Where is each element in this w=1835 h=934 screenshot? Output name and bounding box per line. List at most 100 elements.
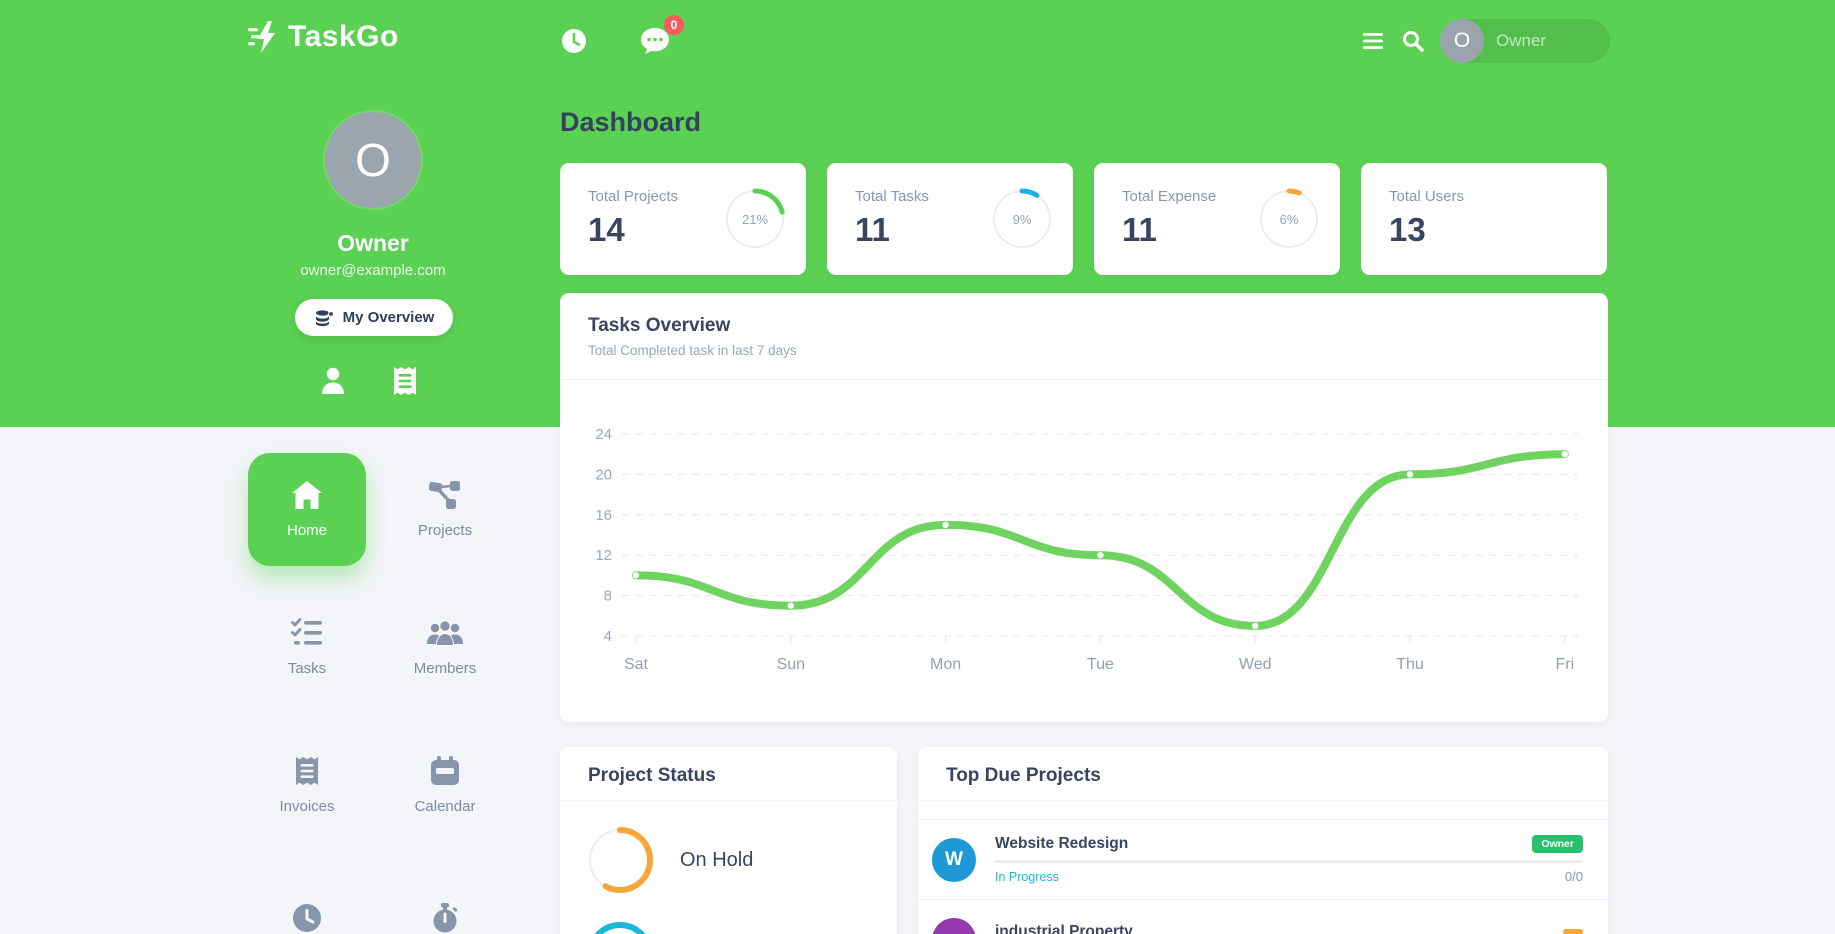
nav-item-members[interactable]: Members [386, 591, 504, 704]
svg-text:20: 20 [595, 466, 612, 483]
topbar: TaskGo 0 [0, 0, 1835, 80]
members-icon [427, 618, 463, 648]
svg-text:12: 12 [595, 547, 612, 564]
stat-percent: 9% [1012, 211, 1032, 227]
menu-hamburger-icon[interactable] [1356, 24, 1390, 58]
status-item-second [584, 919, 680, 934]
coins-icon [314, 308, 334, 328]
stat-donut-gauge: 9% [989, 186, 1055, 252]
svg-text:24: 24 [595, 426, 612, 443]
stat-value: 14 [588, 211, 625, 248]
search-icon[interactable] [1396, 24, 1430, 58]
tasks-overview-title: Tasks Overview [588, 315, 731, 336]
stats-row: Total Projects 14 21% Total Tasks 11 9% … [560, 163, 1608, 275]
tasks-chart-area: 4 8 12 16 20 24 Sat Sun Mon Tue Wed Thu Fri [560, 380, 1608, 720]
clock-icon [292, 903, 322, 933]
project-diagram-icon [429, 480, 461, 510]
nav-item-home[interactable]: Home [248, 453, 366, 566]
nav-item-projects[interactable]: Projects [386, 453, 504, 566]
top-due-title: Top Due Projects [946, 765, 1101, 786]
task-list-icon [291, 618, 323, 648]
project-row-industrial-property[interactable]: industrial Property [918, 900, 1608, 934]
chat-notification-badge: 0 [664, 15, 684, 35]
stat-label: Total Tasks [855, 188, 929, 205]
brand-logo[interactable]: TaskGo [248, 20, 399, 54]
stat-label: Total Expense [1122, 188, 1217, 205]
svg-text:Tue: Tue [1087, 656, 1114, 673]
nav-label-projects: Projects [417, 522, 473, 539]
home-icon [291, 480, 323, 510]
stat-value: 13 [1389, 211, 1426, 248]
stat-donut-gauge: 21% [722, 186, 788, 252]
top-due-projects-card: Top Due Projects W Website Redesign Owne… [918, 747, 1608, 934]
clock-topbar-icon[interactable] [557, 24, 591, 58]
my-overview-button[interactable]: My Overview [295, 299, 453, 336]
stat-label: Total Users [1389, 188, 1465, 205]
svg-text:Mon: Mon [930, 656, 961, 673]
nav-item-clock[interactable] [248, 867, 366, 934]
invoice-receipt-icon [294, 756, 320, 786]
chat-icon[interactable] [638, 24, 672, 58]
nav-item-stopwatch[interactable] [386, 867, 504, 934]
stat-percent: 21% [741, 211, 769, 227]
status-donut-gauge [584, 824, 656, 896]
project-status-title: Project Status [588, 765, 716, 786]
nav-item-calendar[interactable]: Calendar [386, 729, 504, 842]
stat-percent: 6% [1279, 211, 1299, 227]
profile-name: Owner [337, 230, 409, 256]
user-name: Owner [1496, 31, 1547, 50]
profile-avatar[interactable]: O [325, 112, 421, 208]
nav-label-tasks: Tasks [287, 660, 327, 677]
project-name: Website Redesign [995, 835, 1129, 852]
svg-text:Sat: Sat [624, 656, 649, 673]
nav-item-tasks[interactable]: Tasks [248, 591, 366, 704]
project-status-card: Project Status On Hold [560, 747, 897, 934]
svg-text:Sun: Sun [777, 656, 805, 673]
svg-text:Thu: Thu [1396, 656, 1424, 673]
user-avatar: O [1440, 19, 1484, 63]
stat-value: 11 [855, 211, 890, 248]
status-donut-gauge [584, 919, 656, 934]
project-owner-badge: Owner [1532, 835, 1583, 853]
project-avatar [932, 917, 976, 934]
stat-label: Total Projects [588, 188, 679, 205]
nav-label-home: Home [286, 522, 327, 539]
stopwatch-icon [432, 902, 458, 933]
nav-label-calendar: Calendar [414, 798, 476, 815]
nav-label-invoices: Invoices [279, 798, 335, 815]
my-overview-label: My Overview [342, 309, 435, 326]
svg-text:Wed: Wed [1239, 656, 1272, 673]
person-icon[interactable] [318, 366, 348, 396]
nav-label-members: Members [413, 660, 477, 677]
sidebar-background [0, 0, 560, 427]
stat-card-total-tasks: Total Tasks 11 9% [827, 163, 1073, 275]
calendar-icon [430, 756, 460, 786]
stat-card-total-projects: Total Projects 14 21% [560, 163, 806, 275]
tasks-line-chart: 4 8 12 16 20 24 Sat Sun Mon Tue Wed Thu Fri [595, 426, 1578, 673]
user-menu-pill[interactable]: O Owner [1440, 19, 1610, 63]
page-title: Dashboard [560, 107, 702, 137]
tasks-overview-card: Tasks Overview Total Completed task in l… [560, 293, 1608, 722]
svg-text:16: 16 [595, 507, 612, 524]
bolt-logo-icon [248, 21, 278, 53]
stat-donut-gauge: 6% [1256, 186, 1322, 252]
project-status-text: In Progress [995, 869, 1059, 884]
nav-item-invoices[interactable]: Invoices [248, 729, 366, 842]
stat-card-total-users: Total Users 13 [1361, 163, 1607, 275]
project-row-website-redesign[interactable]: W Website Redesign Owner In Progress 0/0 [918, 820, 1608, 900]
status-label: On Hold [680, 848, 754, 871]
projects-table-header [918, 801, 1608, 820]
project-avatar: W [932, 837, 976, 882]
svg-text:Fri: Fri [1555, 656, 1574, 673]
project-badge [1563, 928, 1583, 934]
project-task-count: 0/0 [1564, 869, 1583, 884]
svg-text:4: 4 [604, 628, 612, 645]
svg-text:8: 8 [604, 588, 612, 605]
profile-quick-actions [318, 366, 422, 396]
profile-email: owner@example.com [300, 262, 446, 279]
stat-card-total-expense: Total Expense 11 6% [1094, 163, 1340, 275]
receipt-icon[interactable] [392, 366, 422, 396]
brand-name: TaskGo [288, 20, 399, 53]
stat-value: 11 [1122, 211, 1157, 248]
